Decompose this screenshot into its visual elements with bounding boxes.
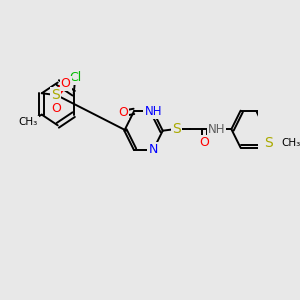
Text: Cl: Cl xyxy=(69,71,81,84)
Text: O: O xyxy=(61,77,70,90)
Text: N: N xyxy=(148,143,158,157)
Text: S: S xyxy=(52,88,60,102)
Text: CH₃: CH₃ xyxy=(19,117,38,127)
Text: NH: NH xyxy=(144,105,162,118)
Text: CH₃: CH₃ xyxy=(282,138,300,148)
Text: NH: NH xyxy=(208,123,225,136)
Text: O: O xyxy=(118,106,128,119)
Text: O: O xyxy=(199,136,209,149)
Text: S: S xyxy=(264,136,273,150)
Text: O: O xyxy=(51,102,61,115)
Text: S: S xyxy=(172,122,181,136)
